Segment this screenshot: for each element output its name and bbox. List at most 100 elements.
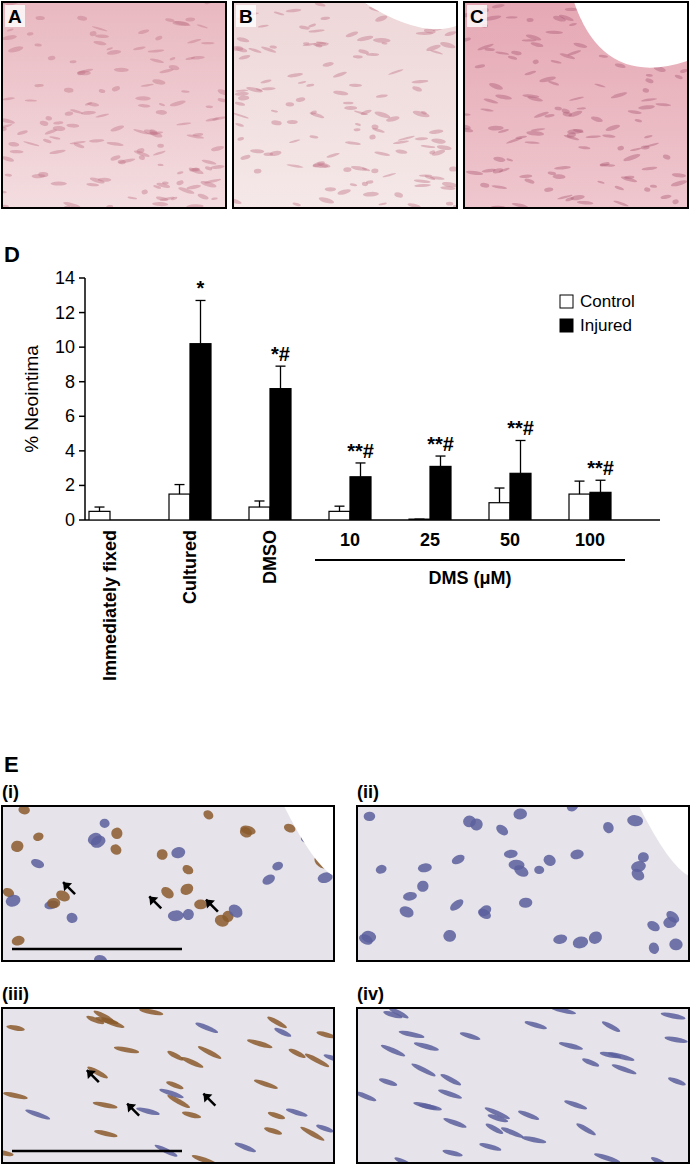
cell xyxy=(2,97,15,101)
cell xyxy=(192,168,201,172)
cell xyxy=(135,96,151,100)
cell xyxy=(638,105,655,111)
cell xyxy=(77,70,86,76)
nucleus xyxy=(459,1031,481,1042)
cell xyxy=(77,70,91,75)
bar xyxy=(510,473,531,520)
texture xyxy=(464,2,688,208)
nucleus xyxy=(565,806,580,813)
cell xyxy=(419,174,432,176)
cell xyxy=(412,85,423,92)
cell xyxy=(552,174,565,180)
cell xyxy=(170,196,177,201)
cell xyxy=(613,200,629,208)
cell xyxy=(414,179,431,184)
y-tick-label: 12 xyxy=(55,303,75,323)
error-line xyxy=(200,300,201,343)
cell xyxy=(530,41,544,48)
cell xyxy=(597,180,605,184)
error-cap xyxy=(196,300,206,301)
nucleus xyxy=(662,916,677,929)
cell xyxy=(133,128,149,135)
error-cap xyxy=(255,500,265,501)
error-cap xyxy=(575,480,585,481)
micrograph: B xyxy=(226,0,461,209)
cell xyxy=(680,68,688,73)
nucleus xyxy=(10,840,24,853)
cell xyxy=(526,130,544,136)
cell xyxy=(53,121,63,125)
cell xyxy=(358,49,369,55)
bar xyxy=(489,503,510,520)
cell xyxy=(287,72,303,78)
cell xyxy=(630,147,642,152)
cell xyxy=(7,28,14,32)
cell xyxy=(545,31,563,35)
arrow xyxy=(203,1094,215,1106)
label-bg xyxy=(467,5,487,27)
texture xyxy=(233,2,457,208)
cell xyxy=(308,23,317,28)
lumen xyxy=(574,2,688,68)
cell xyxy=(552,15,566,23)
error-cap xyxy=(436,455,446,456)
cell xyxy=(477,43,494,52)
arrow xyxy=(206,900,218,912)
cell xyxy=(34,84,44,88)
nucleus xyxy=(165,1080,184,1091)
panel-label: E xyxy=(4,752,19,777)
nucleus xyxy=(273,1026,292,1038)
nucleus xyxy=(388,1008,410,1020)
y-axis xyxy=(84,278,86,520)
nucleus xyxy=(413,1041,439,1053)
cell xyxy=(197,193,209,201)
cell xyxy=(644,134,653,139)
cell xyxy=(286,164,304,169)
cell xyxy=(156,196,169,202)
bar xyxy=(249,507,270,520)
panel-label: (ii) xyxy=(357,782,379,802)
y-tick-label: 4 xyxy=(65,441,75,461)
nucleus xyxy=(439,1072,462,1087)
cell xyxy=(157,163,163,166)
cell xyxy=(258,24,269,28)
cell xyxy=(332,71,347,79)
cell xyxy=(559,52,575,60)
arrow xyxy=(127,1104,139,1116)
scale-bar xyxy=(12,1150,182,1153)
cell xyxy=(614,63,626,69)
nucleus xyxy=(363,811,375,821)
cell xyxy=(308,29,324,33)
nucleus xyxy=(194,1021,218,1035)
cell xyxy=(345,141,361,146)
cell xyxy=(196,24,208,29)
cell xyxy=(149,128,158,135)
error-line xyxy=(440,456,441,466)
cell xyxy=(152,78,166,85)
y-tick xyxy=(79,346,85,348)
nucleus xyxy=(246,1038,273,1050)
cell xyxy=(350,183,358,187)
cell xyxy=(106,141,124,147)
nucleus xyxy=(288,1047,307,1060)
y-tick-label: 14 xyxy=(55,268,75,288)
cell xyxy=(235,101,246,106)
cell xyxy=(488,126,504,131)
cell xyxy=(5,173,13,177)
cell xyxy=(233,112,249,119)
cell xyxy=(255,88,262,92)
cell xyxy=(412,110,430,119)
nucleus xyxy=(18,806,31,815)
cell xyxy=(133,46,146,51)
error-cap xyxy=(516,440,526,441)
nucleus xyxy=(159,885,176,901)
cell xyxy=(343,102,354,104)
cell xyxy=(233,197,242,205)
cell xyxy=(548,80,559,86)
nucleus xyxy=(181,1110,201,1120)
nucleus xyxy=(94,1129,119,1139)
cell xyxy=(217,88,226,96)
cell xyxy=(353,55,363,59)
chart: 02468101214% Neointima**#**#**#**#**#Imm… xyxy=(21,268,660,681)
cell xyxy=(2,123,13,130)
